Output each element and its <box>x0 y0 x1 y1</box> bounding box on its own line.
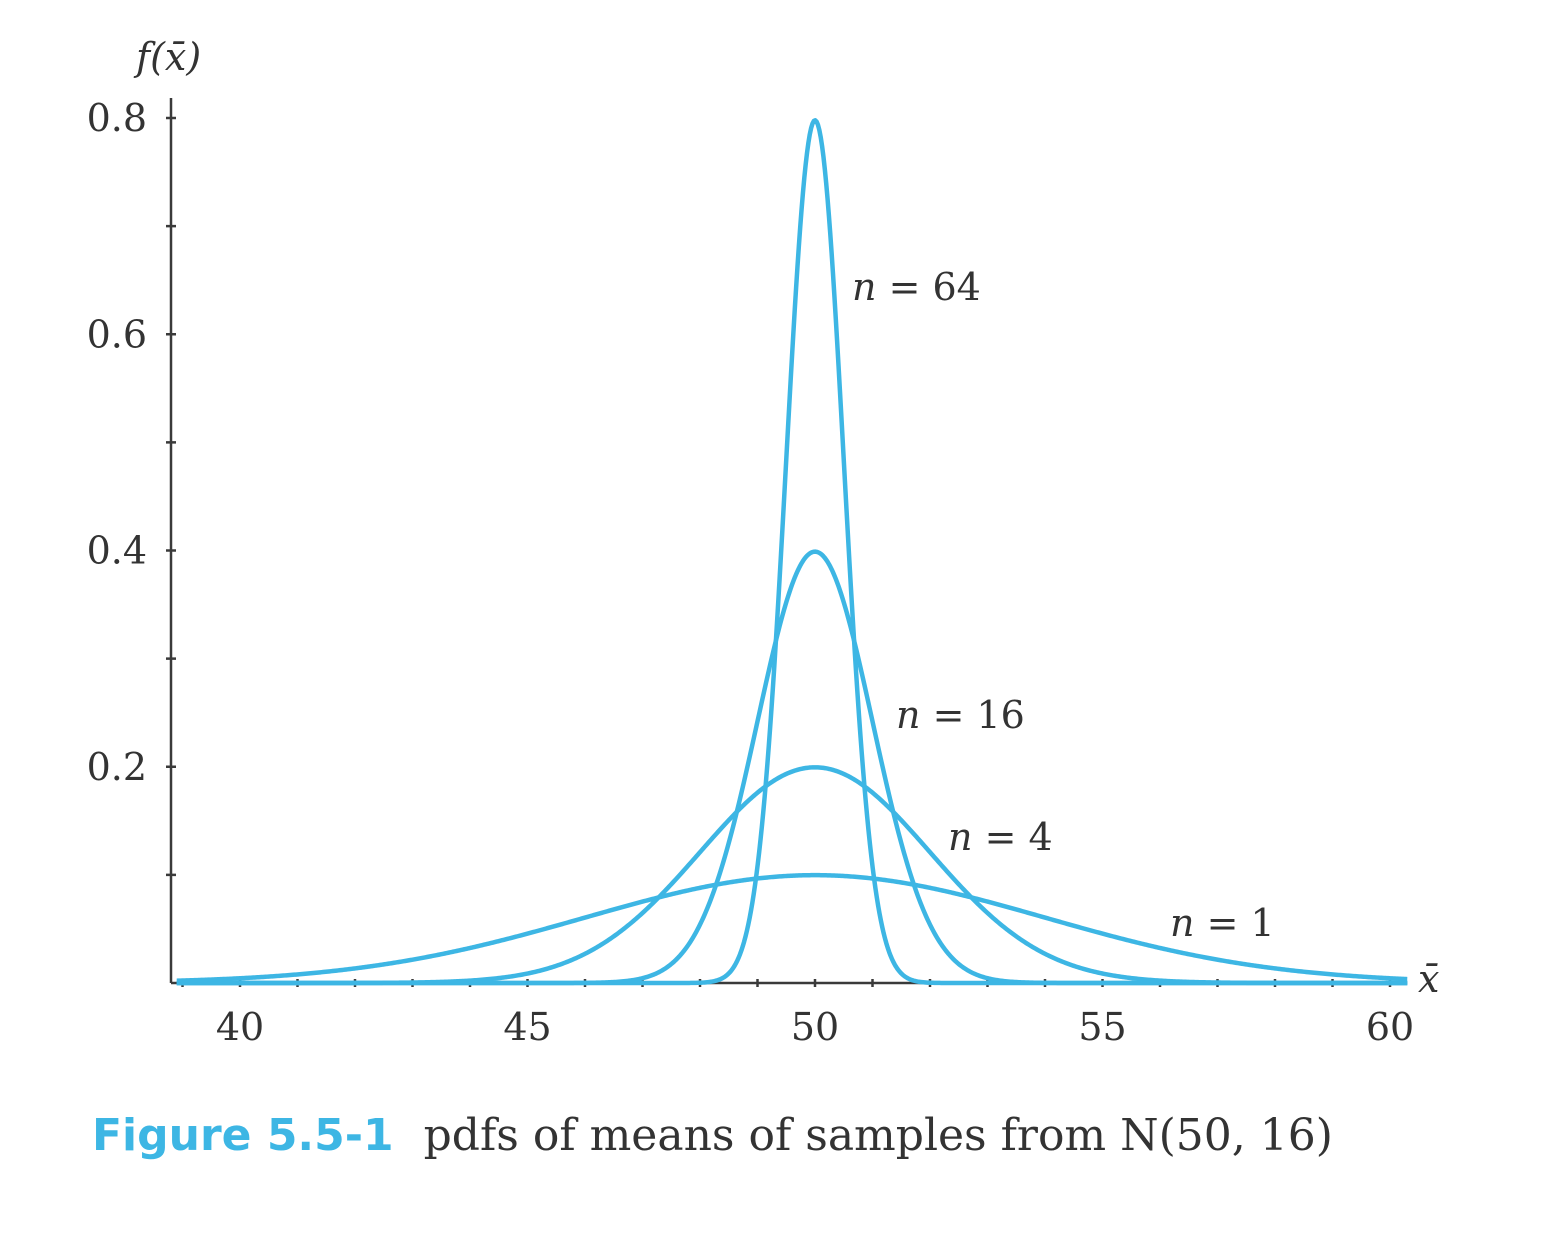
series-label: n = 4 <box>948 815 1053 859</box>
series-label: n = 64 <box>852 265 981 309</box>
curves <box>175 118 1409 986</box>
series-label: n = 1 <box>1170 901 1275 945</box>
axes: 40 45 50 55 60 0.2 0.4 0.6 0.8 <box>87 96 1415 1049</box>
x-axis-title: x̄ <box>1418 957 1439 1001</box>
curve-n1 <box>175 872 1409 983</box>
x-tick-label: 45 <box>503 1005 551 1049</box>
figure-caption: Figure 5.5-1 pdfs of means of samples fr… <box>92 1110 1333 1161</box>
chart: 40 45 50 55 60 0.2 0.4 0.6 0.8 f(x̄) x̄ n = 64 n = … <box>87 35 1440 1049</box>
x-tick-label: 55 <box>1078 1005 1126 1049</box>
y-tick-label: 0.6 <box>87 312 147 356</box>
x-tick-label: 50 <box>791 1005 839 1049</box>
figure-number: Figure 5.5-1 <box>92 1110 394 1161</box>
series-label: n = 16 <box>896 693 1025 737</box>
curve-n4 <box>175 765 1409 986</box>
curve-n64 <box>175 118 1409 986</box>
x-tick-label: 40 <box>216 1005 264 1049</box>
labels: f(x̄) x̄ n = 64 n = 16 n = 4 n = 1 <box>133 35 1439 1001</box>
y-tick-label: 0.8 <box>87 96 147 140</box>
x-tick-label: 60 <box>1366 1005 1414 1049</box>
y-axis-title: f(x̄) <box>133 35 201 79</box>
y-tick-label: 0.2 <box>87 745 147 789</box>
caption-text: pdfs of means of samples from N(50, 16) <box>423 1110 1333 1161</box>
y-tick-label: 0.4 <box>87 529 147 573</box>
